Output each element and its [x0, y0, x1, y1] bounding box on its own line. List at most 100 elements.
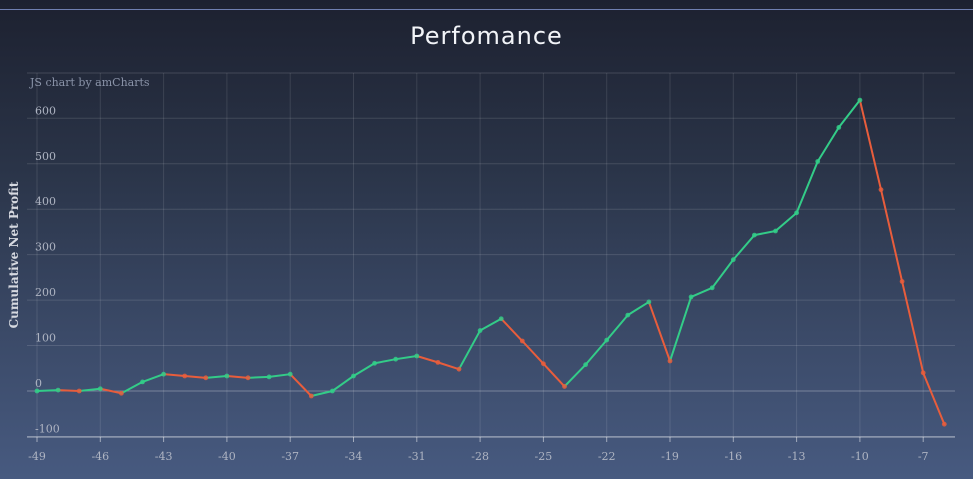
- data-point: [456, 366, 462, 372]
- data-point: [941, 421, 947, 427]
- data-point: [330, 388, 335, 394]
- series-segment: [858, 99, 882, 191]
- series-segment: [458, 329, 482, 371]
- data-point: [794, 210, 799, 216]
- x-tick-label: -37: [281, 450, 299, 463]
- series-segment: [922, 371, 946, 426]
- x-tick-label: -34: [345, 450, 363, 463]
- x-tick-label: -31: [408, 450, 426, 463]
- series-segment: [36, 389, 60, 392]
- x-tick-label: -28: [471, 450, 489, 463]
- x-tick-label: -49: [28, 450, 46, 463]
- series-segment: [352, 362, 376, 378]
- series-segment: [711, 258, 735, 289]
- series-segment: [500, 317, 524, 343]
- series-segment: [521, 340, 545, 365]
- series-segment: [225, 375, 249, 379]
- series-segment: [563, 363, 587, 388]
- top-border: [0, 9, 973, 10]
- data-point: [97, 386, 103, 392]
- data-point: [224, 373, 230, 379]
- data-point: [393, 356, 399, 362]
- y-tick-label: 400: [35, 195, 56, 208]
- y-axis-label: Cumulative Net Profit: [7, 181, 21, 328]
- data-point: [688, 294, 694, 300]
- series-segment: [690, 286, 714, 298]
- data-point: [182, 373, 188, 379]
- data-point: [203, 375, 209, 381]
- data-point: [161, 371, 167, 377]
- series-segment: [732, 234, 756, 261]
- amcharts-credit[interactable]: JS chart by amCharts: [30, 76, 150, 89]
- series-segment: [753, 230, 777, 237]
- series-segment: [141, 373, 165, 383]
- data-point: [625, 312, 631, 318]
- x-tick-label: -16: [724, 450, 742, 463]
- series-segment: [99, 387, 123, 395]
- data-point: [55, 387, 61, 393]
- data-point: [119, 390, 124, 396]
- data-point: [773, 228, 778, 234]
- data-point: [899, 279, 905, 284]
- series-segment: [816, 126, 840, 163]
- data-point: [372, 360, 377, 366]
- series-segment: [647, 300, 671, 363]
- data-point: [836, 124, 842, 130]
- series-segment: [880, 188, 904, 283]
- chart-lines: [36, 99, 946, 426]
- series-segment: [331, 375, 355, 392]
- series-segment: [837, 99, 861, 129]
- data-point: [435, 359, 441, 365]
- series-segment: [394, 355, 418, 361]
- data-point: [266, 374, 272, 380]
- data-point: [308, 393, 314, 399]
- x-tick-label: -25: [535, 450, 553, 463]
- series-segment: [626, 300, 650, 317]
- x-tick-label: -7: [918, 450, 929, 463]
- series-segment: [247, 375, 271, 379]
- data-point: [541, 361, 546, 367]
- series-segment: [120, 380, 144, 395]
- x-tick-label: -40: [218, 450, 236, 463]
- series-segment: [183, 375, 207, 379]
- data-point: [878, 187, 884, 193]
- series-segment: [289, 373, 313, 397]
- data-point: [498, 316, 504, 322]
- data-point: [76, 388, 82, 394]
- series-segment: [669, 295, 693, 363]
- series-segment: [436, 361, 460, 371]
- data-point: [477, 328, 483, 333]
- x-tick-label: -19: [661, 450, 679, 463]
- data-point: [287, 371, 293, 377]
- y-tick-label: 300: [35, 241, 56, 254]
- series-segment: [415, 355, 439, 364]
- chart-title: Perfomance: [410, 22, 563, 50]
- data-point: [519, 338, 525, 344]
- data-point: [815, 159, 821, 164]
- series-segment: [204, 375, 228, 379]
- series-segment: [78, 387, 102, 392]
- data-point: [562, 384, 567, 389]
- series-segment: [584, 339, 608, 366]
- series-segment: [310, 390, 334, 397]
- x-tick-label: -43: [155, 450, 173, 463]
- data-point: [752, 232, 757, 238]
- chart-axes: -100 0 100 200 300 400 500 600 -49 -46 -43 -40 -37 -3…: [27, 104, 955, 463]
- series-segment: [268, 373, 292, 378]
- x-tick-label: -10: [851, 450, 869, 463]
- data-point: [709, 285, 715, 291]
- data-point: [34, 388, 40, 394]
- data-point: [920, 370, 926, 376]
- data-point: [604, 337, 610, 343]
- x-tick-label: -46: [91, 450, 109, 463]
- data-point: [140, 379, 145, 385]
- series-segment: [479, 317, 503, 332]
- data-point: [245, 375, 251, 381]
- y-tick-label: 100: [35, 332, 56, 345]
- data-point: [351, 373, 356, 379]
- data-point: [583, 362, 588, 368]
- data-point: [646, 299, 652, 305]
- series-segment: [373, 358, 397, 365]
- x-tick-label: -13: [788, 450, 806, 463]
